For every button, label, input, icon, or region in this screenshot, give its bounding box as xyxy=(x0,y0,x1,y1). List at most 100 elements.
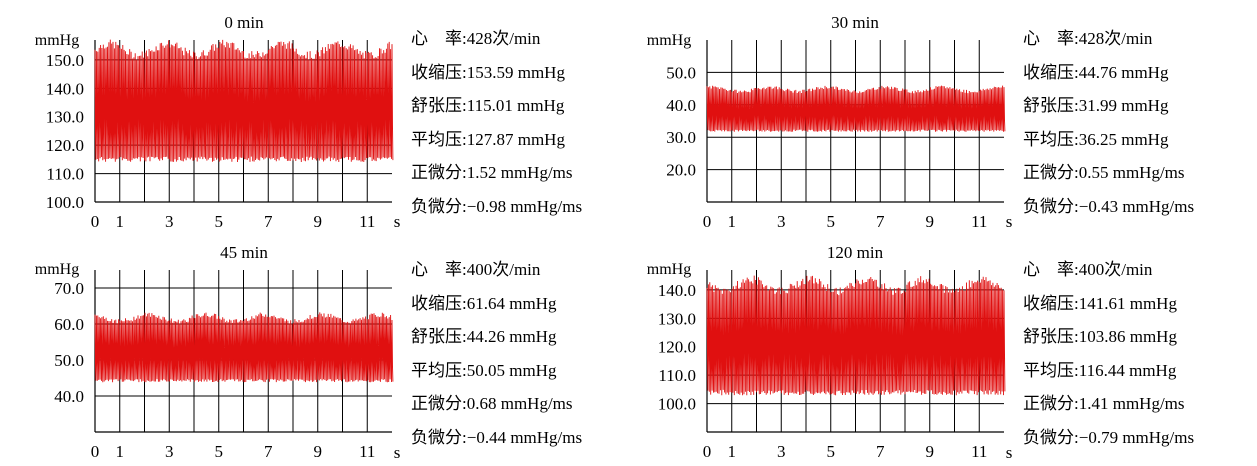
positive-derivative-stat: 正微分:1.41 mmHg/ms xyxy=(1023,387,1194,421)
stat-value: 141.61 mmHg xyxy=(1078,293,1177,313)
stat-value: 115.01 mmHg xyxy=(466,96,565,115)
y-tick-label: 140.0 xyxy=(658,281,696,300)
stat-value: −0.44 mmHg/ms xyxy=(466,427,583,447)
y-axis-unit-label: mmHg xyxy=(35,261,79,278)
y-tick-label: 50.0 xyxy=(54,351,84,370)
heart-rate-stat: 心 率:400次/min xyxy=(411,253,582,287)
systolic-stat: 收缩压:141.61 mmHg xyxy=(1023,287,1194,321)
stat-value: 31.99 mmHg xyxy=(1078,96,1169,115)
x-tick-label: 5 xyxy=(215,442,224,461)
x-axis-unit-label: s xyxy=(394,443,401,462)
y-tick-label: 20.0 xyxy=(666,161,696,180)
stat-label: 正微分: xyxy=(1023,394,1079,413)
chart-panel-45min: 45 min mmHg s 40.0 50.0 60.0 70.0 0 1 3 5 7 9 11 心… xyxy=(0,233,628,466)
negative-derivative-stat: 负微分:−0.79 mmHg/ms xyxy=(1023,421,1194,455)
chart-30min: 30 min mmHg s 20.0 30.0 40.0 50.0 0 1 3 5 7 9 11 xyxy=(647,13,1013,231)
pressure-waveform-line xyxy=(94,39,394,163)
y-axis-unit-label: mmHg xyxy=(647,32,691,49)
stat-value: 153.59 mmHg xyxy=(466,62,565,82)
stat-value: −0.98 mmHg/ms xyxy=(466,196,583,216)
negative-derivative-stat: 负微分:−0.44 mmHg/ms xyxy=(411,421,582,455)
x-tick-label: 0 xyxy=(91,442,100,461)
stat-label: 平均压: xyxy=(411,360,467,380)
x-tick-label: 0 xyxy=(703,442,712,461)
x-tick-label: 5 xyxy=(827,442,836,461)
stat-value: 400次/min xyxy=(1078,260,1153,279)
y-tick-label: 40.0 xyxy=(54,387,84,406)
y-tick-label: 120.0 xyxy=(46,136,84,155)
x-tick-label: 1 xyxy=(728,212,737,231)
x-tick-label: 1 xyxy=(116,442,125,461)
x-axis-unit-label: s xyxy=(1006,443,1013,462)
stats-block: 心 率:428次/min 收缩压:44.76 mmHg 舒张压:31.99 mm… xyxy=(1023,22,1194,223)
mean-pressure-stat: 平均压:50.05 mmHg xyxy=(411,354,582,388)
y-tick-label: 30.0 xyxy=(666,128,696,147)
y-tick-label: 40.0 xyxy=(666,96,696,115)
stat-value: 103.86 mmHg xyxy=(1078,327,1177,346)
x-axis-unit-label: s xyxy=(394,212,401,231)
stat-value: 116.44 mmHg xyxy=(1078,360,1177,380)
chart-120min: 120 min mmHg s 100.0 110.0 120.0 130.0 140.0… xyxy=(647,243,1013,462)
stat-label: 平均压: xyxy=(411,129,467,149)
stat-label: 收缩压: xyxy=(411,62,467,82)
pressure-waveform-line xyxy=(94,312,394,383)
x-tick-label: 9 xyxy=(314,442,323,461)
stat-label: 负微分: xyxy=(1023,427,1079,447)
stat-label: 负微分: xyxy=(1023,196,1079,216)
positive-derivative-stat: 正微分:0.68 mmHg/ms xyxy=(411,387,582,421)
stat-value: 50.05 mmHg xyxy=(466,360,557,380)
stat-value: 428次/min xyxy=(1078,29,1153,48)
pressure-waveform-line xyxy=(706,275,1006,396)
y-tick-label: 70.0 xyxy=(54,279,84,298)
stat-label: 收缩压: xyxy=(411,293,467,313)
x-axis-unit-label: s xyxy=(1006,212,1013,231)
y-tick-label: 120.0 xyxy=(658,338,696,357)
stat-value: 1.41 mmHg/ms xyxy=(1078,394,1185,413)
chart-panel-120min: 120 min mmHg s 100.0 110.0 120.0 130.0 140.0… xyxy=(612,233,1240,466)
x-tick-label: 7 xyxy=(264,442,273,461)
heart-rate-stat: 心 率:428次/min xyxy=(411,22,582,56)
x-tick-label: 0 xyxy=(91,212,100,231)
y-tick-label: 100.0 xyxy=(658,395,696,414)
stat-value: 0.68 mmHg/ms xyxy=(466,394,573,413)
stat-label: 负微分: xyxy=(411,196,467,216)
y-axis-unit-label: mmHg xyxy=(35,32,79,49)
y-tick-label: 100.0 xyxy=(46,193,84,212)
stat-value: 44.26 mmHg xyxy=(466,327,557,346)
stat-label: 心 率: xyxy=(1023,260,1079,279)
stat-label: 收缩压: xyxy=(1023,293,1079,313)
stat-value: 127.87 mmHg xyxy=(466,129,565,149)
stat-value: 0.55 mmHg/ms xyxy=(1078,163,1185,182)
stat-label: 平均压: xyxy=(1023,360,1079,380)
stat-label: 正微分: xyxy=(411,163,467,182)
stat-label: 舒张压: xyxy=(1023,327,1079,346)
stat-label: 收缩压: xyxy=(1023,62,1079,82)
x-tick-label: 0 xyxy=(703,212,712,231)
diastolic-stat: 舒张压:115.01 mmHg xyxy=(411,89,582,123)
positive-derivative-stat: 正微分:1.52 mmHg/ms xyxy=(411,156,582,190)
x-tick-label: 3 xyxy=(165,442,174,461)
stat-label: 平均压: xyxy=(1023,129,1079,149)
chart-panel-0min: 0 min mmHg s 100.0 110.0 120.0 130.0 140.0 15… xyxy=(0,0,628,233)
heart-rate-stat: 心 率:400次/min xyxy=(1023,253,1194,287)
chart-title: 120 min xyxy=(827,243,884,262)
x-tick-label: 11 xyxy=(359,442,375,461)
y-tick-label: 50.0 xyxy=(666,63,696,82)
x-tick-label: 11 xyxy=(359,212,375,231)
negative-derivative-stat: 负微分:−0.43 mmHg/ms xyxy=(1023,190,1194,224)
x-tick-label: 11 xyxy=(971,442,987,461)
heart-rate-stat: 心 率:428次/min xyxy=(1023,22,1194,56)
chart-45min: 45 min mmHg s 40.0 50.0 60.0 70.0 0 1 3 5 7 9 11 xyxy=(35,243,401,462)
stat-label: 正微分: xyxy=(1023,163,1079,182)
stats-block: 心 率:400次/min 收缩压:141.61 mmHg 舒张压:103.86 … xyxy=(1023,253,1194,454)
systolic-stat: 收缩压:61.64 mmHg xyxy=(411,287,582,321)
stat-value: 61.64 mmHg xyxy=(466,293,557,313)
x-tick-label: 1 xyxy=(728,442,737,461)
positive-derivative-stat: 正微分:0.55 mmHg/ms xyxy=(1023,156,1194,190)
stat-label: 负微分: xyxy=(411,427,467,447)
systolic-stat: 收缩压:153.59 mmHg xyxy=(411,56,582,90)
x-tick-label: 9 xyxy=(314,212,323,231)
chart-title: 45 min xyxy=(220,243,268,262)
stat-label: 心 率: xyxy=(1023,29,1079,48)
y-tick-label: 150.0 xyxy=(46,51,84,70)
